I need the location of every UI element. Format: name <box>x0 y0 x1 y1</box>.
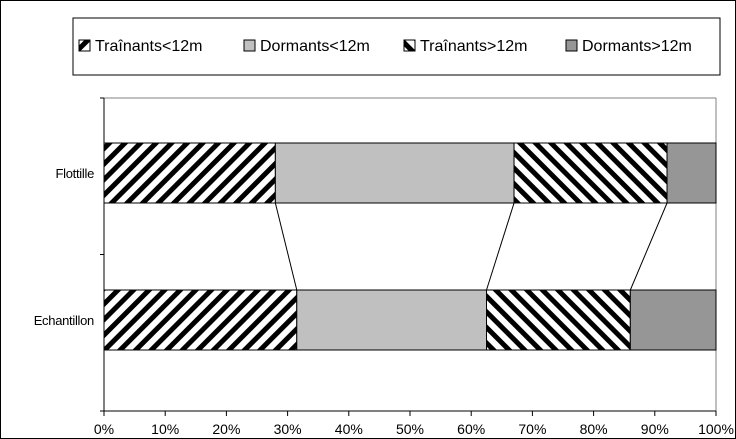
x-tick-label-1: 10% <box>151 421 179 437</box>
category-label-echantillon: Echantillon <box>34 313 94 328</box>
series-line-2 <box>486 202 515 291</box>
plot-area: Flottille Echantillon 0% 10% 20% 30% 40% 50% 60%… <box>34 97 734 437</box>
legend: Traînants<12m Dormants<12m Traînants>12m Do… <box>72 17 721 76</box>
bar-flottille-dormants-12m <box>666 142 717 204</box>
legend-label-dormants-12m: Dormants>12m <box>582 38 692 55</box>
legend-swatch-tra-nants-12m <box>78 39 91 52</box>
x-tick-label-5: 50% <box>396 421 424 437</box>
legend-label-dormants-12m: Dormants<12m <box>260 38 370 55</box>
bar-flottille-dormants-12m <box>274 142 515 204</box>
x-tick-label-9: 90% <box>641 421 669 437</box>
category-label-flottille: Flottille <box>56 166 95 181</box>
legend-label-tra-nants-12m: Traînants<12m <box>95 38 202 55</box>
legend-swatch-tra-nants-12m <box>403 39 416 52</box>
bar-echantillon-dormants-12m <box>296 289 487 351</box>
x-tick-label-10: 100% <box>698 421 734 437</box>
bar-flottille-tra-nants-12m <box>513 142 668 204</box>
series-line-1 <box>274 202 298 291</box>
x-tick-label-3: 30% <box>274 421 302 437</box>
legend-box <box>72 17 721 76</box>
x-tick-label-6: 60% <box>457 421 485 437</box>
legend-swatch-dormants-12m <box>243 39 256 52</box>
x-tick-label-2: 20% <box>212 421 240 437</box>
bar-flottille-tra-nants-12m <box>103 142 276 204</box>
legend-swatch-dormants-12m <box>565 39 578 52</box>
bar-echantillon-tra-nants-12m <box>103 289 298 351</box>
legend-label-tra-nants-12m: Traînants>12m <box>420 38 527 55</box>
bar-echantillon-dormants-12m <box>629 289 717 351</box>
x-tick-label-7: 70% <box>518 421 546 437</box>
series-line-3 <box>629 202 668 291</box>
x-tick-label-4: 40% <box>335 421 363 437</box>
x-tick-label-8: 80% <box>580 421 608 437</box>
x-tick-label-0: 0% <box>94 421 114 437</box>
bar-echantillon-tra-nants-12m <box>486 289 631 351</box>
